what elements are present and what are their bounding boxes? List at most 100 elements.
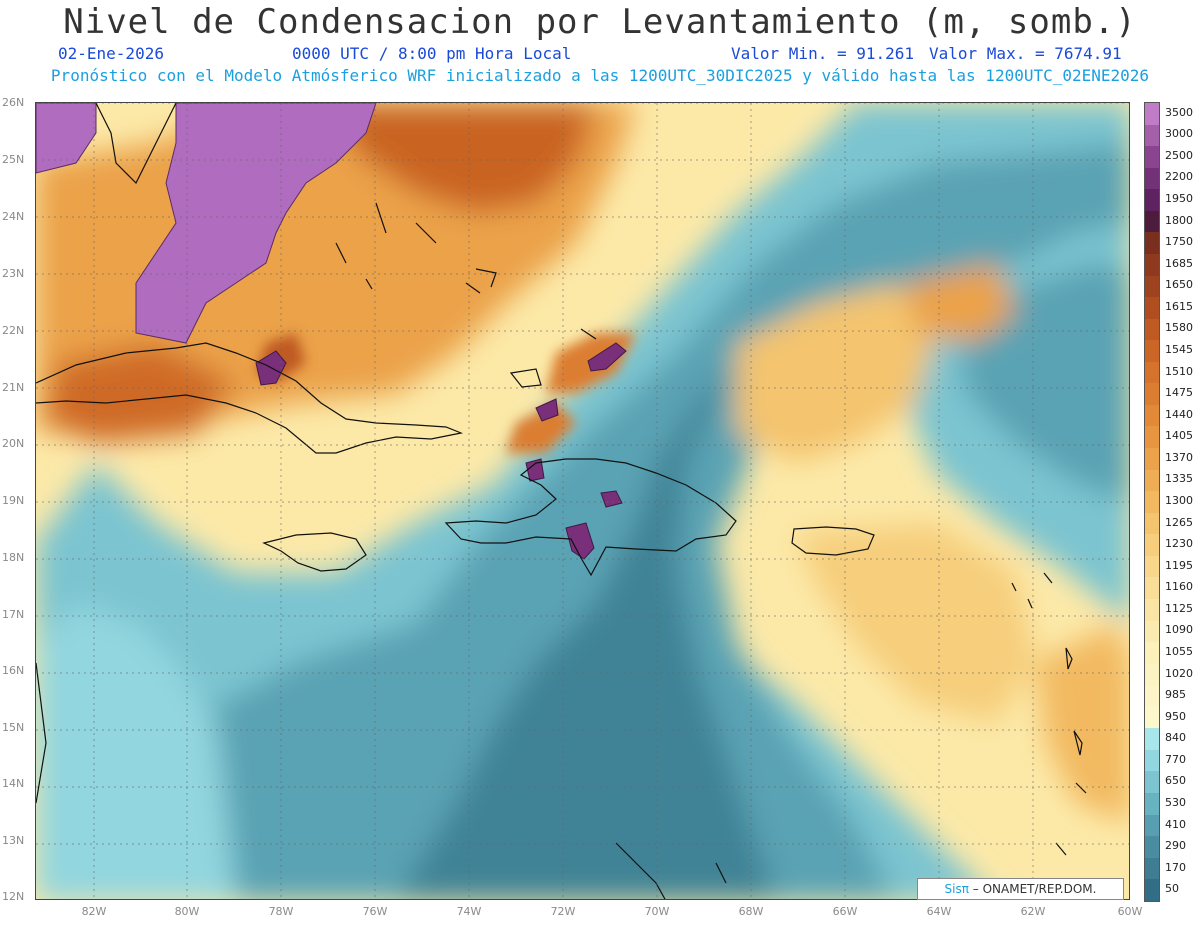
colorbar-label: 3500 [1165,105,1193,119]
lon-label: 72W [550,905,576,918]
colorbar-swatch [1145,836,1159,858]
forecast-time: 0000 UTC / 8:00 pm Hora Local [292,44,572,63]
colorbar-swatch [1145,232,1159,254]
lat-label: 18N [2,551,25,564]
lat-label: 14N [2,777,25,790]
colorbar-label: 1650 [1165,278,1193,292]
colorbar-swatch [1145,383,1159,405]
lat-label: 25N [2,153,25,166]
colorbar-swatch [1145,124,1159,147]
colorbar-label: 1300 [1165,494,1193,507]
colorbar-swatch [1145,253,1159,276]
colorbar-label: 1545 [1165,343,1193,357]
colorbar-label: 1800 [1165,213,1193,227]
colorbar-label: 1125 [1165,601,1193,615]
colorbar-swatch [1145,491,1159,513]
lon-label: 80W [174,905,200,918]
colorbar-label: 290 [1165,839,1186,853]
credit-box: Sisπ – ONAMET/REP.DOM. [917,878,1124,900]
colorbar-swatch [1145,340,1159,362]
colorbar-label: 1580 [1165,321,1193,335]
colorbar-swatch [1145,297,1159,319]
colorbar-label: 3000 [1165,127,1193,141]
lat-label: 19N [2,494,25,507]
colorbar-swatch [1145,318,1159,341]
colorbar-swatch [1145,857,1159,880]
lat-label: 22N [2,324,25,337]
colorbar-label: 1230 [1165,537,1193,551]
colorbar-label: 1475 [1165,386,1193,400]
lat-label: 21N [2,381,25,394]
model-info: Pronóstico con el Modelo Atmósferico WRF… [50,66,1150,85]
colorbar-swatch [1145,167,1159,190]
colorbar-swatch [1145,642,1159,664]
map-title: Nivel de Condensacion por Levantamiento … [63,2,1137,42]
map-panel [35,102,1130,900]
lat-label: 16N [2,664,25,677]
colorbar-swatch [1145,879,1159,901]
lon-label: 76W [362,905,388,918]
lon-label: 74W [456,905,482,918]
colorbar-swatch [1145,577,1159,599]
colorbar-swatch [1145,448,1159,470]
colorbar-swatch [1145,275,1159,298]
colorbar-label: 170 [1165,860,1186,874]
colorbar-swatch [1145,663,1159,686]
lon-label: 62W [1020,905,1046,918]
colorbar-label: 1510 [1165,364,1193,378]
colorbar-label: 1195 [1165,558,1193,572]
colorbar-label: 2200 [1165,170,1193,184]
value-max: Valor Max. = 7674.91 [929,44,1122,63]
lat-label: 23N [2,267,25,280]
value-min: Valor Min. = 91.261 [731,44,915,63]
colorbar-label: 1750 [1165,235,1193,249]
colorbar-swatch [1145,534,1159,556]
lat-label: 17N [2,608,25,621]
sispi-logo: Sisπ [944,882,969,896]
colorbar-swatch [1145,706,1159,729]
lat-label: 15N [2,721,25,734]
colorbar-swatch [1145,103,1159,125]
lat-label: 24N [2,210,25,223]
colorbar-swatch [1145,749,1159,772]
colorbar-label: 1370 [1165,450,1193,464]
lon-label: 66W [832,905,858,918]
lat-label: 12N [2,890,25,903]
colorbar-label: 410 [1165,817,1186,831]
colorbar-label: 1265 [1165,515,1193,529]
colorbar-swatch [1145,771,1159,793]
colorbar-label: 1950 [1165,192,1193,206]
colorbar-label: 1405 [1165,429,1193,443]
colorbar-label: 1020 [1165,666,1193,680]
colorbar [1144,102,1160,902]
colorbar-label: 2500 [1165,148,1193,162]
colorbar-label: 1615 [1165,299,1193,313]
colorbar-label: 50 [1165,882,1179,896]
colorbar-label: 650 [1165,774,1186,788]
colorbar-swatch [1145,620,1159,643]
colorbar-label: 770 [1165,752,1186,766]
condensation-level-field [36,103,1129,899]
colorbar-label: 950 [1165,709,1186,723]
colorbar-swatch [1145,189,1159,211]
colorbar-swatch [1145,404,1159,427]
colorbar-swatch [1145,793,1159,815]
colorbar-swatch [1145,210,1159,233]
lon-label: 78W [268,905,294,918]
colorbar-swatch [1145,814,1159,837]
colorbar-swatch [1145,685,1159,707]
lon-label: 68W [738,905,764,918]
credit-text: – ONAMET/REP.DOM. [972,882,1097,896]
colorbar-label: 840 [1165,731,1186,745]
colorbar-label: 985 [1165,688,1186,702]
colorbar-label: 530 [1165,795,1186,809]
colorbar-swatch [1145,426,1159,448]
colorbar-label: 1090 [1165,623,1193,637]
lat-label: 26N [2,96,25,109]
colorbar-swatch [1145,555,1159,578]
lon-label: 82W [81,905,107,918]
colorbar-swatch [1145,728,1159,750]
colorbar-swatch [1145,512,1159,535]
lon-label: 60W [1117,905,1143,918]
lat-label: 13N [2,834,25,847]
